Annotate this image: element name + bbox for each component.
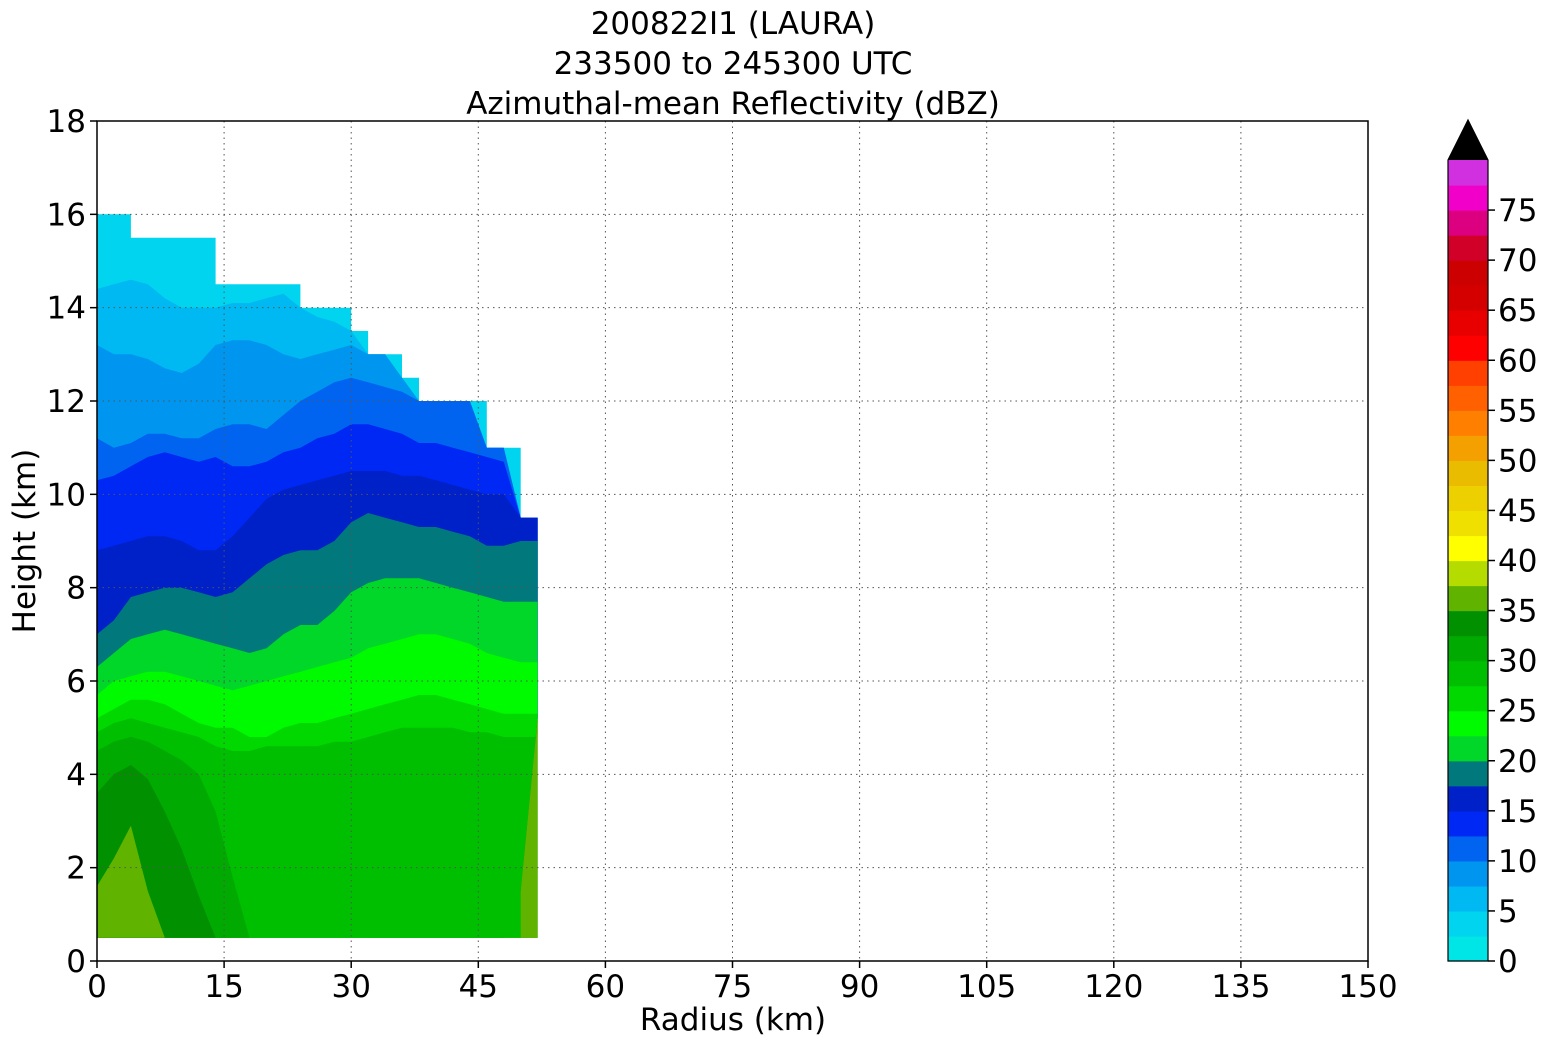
- y-tick-label: 10: [47, 477, 86, 513]
- x-axis-label: Radius (km): [640, 1002, 826, 1038]
- colorbar-swatch: [1448, 735, 1488, 762]
- colorbar-swatch: [1448, 685, 1488, 712]
- x-tick-label: 150: [1338, 969, 1397, 1005]
- colorbar-extend-max: [1448, 120, 1488, 160]
- x-tick-label: 45: [459, 969, 498, 1005]
- colorbar-tick-label: 15: [1498, 794, 1537, 830]
- x-tick-label: 15: [204, 969, 243, 1005]
- colorbar-swatch: [1448, 435, 1488, 461]
- colorbar-swatch: [1448, 310, 1488, 336]
- colorbar-tick-label: 25: [1498, 694, 1537, 730]
- colorbar-tick-label: 5: [1498, 894, 1518, 930]
- x-tick-label: 30: [331, 969, 370, 1005]
- colorbar-swatch: [1448, 810, 1488, 837]
- colorbar-tick-label: 35: [1498, 594, 1537, 630]
- colorbar-swatch: [1448, 885, 1488, 912]
- colorbar-tick-label: 75: [1498, 193, 1537, 229]
- colorbar-tick-label: 30: [1498, 644, 1537, 680]
- colorbar: 0 5 10 15 20 25 30 35 40 45 50 55 60 65 70 75: [1447, 118, 1537, 980]
- y-axis-ticks: 0 2 4 6 8 10 12 14 16 18: [47, 104, 97, 980]
- colorbar-swatch: [1448, 360, 1488, 386]
- reflectivity-contour-fills: [97, 214, 538, 938]
- x-tick-label: 120: [1084, 969, 1143, 1005]
- x-tick-label: 90: [840, 969, 879, 1005]
- colorbar-swatch: [1448, 235, 1488, 261]
- colorbar-swatch: [1448, 610, 1488, 637]
- colorbar-swatch: [1448, 185, 1488, 211]
- colorbar-swatch: [1448, 385, 1488, 411]
- x-tick-label: 135: [1211, 969, 1270, 1005]
- colorbar-tick-label: 55: [1498, 393, 1537, 429]
- title-line-2: 233500 to 245300 UTC: [554, 46, 913, 82]
- y-tick-label: 0: [66, 944, 86, 980]
- core-band-35-dbz: [97, 825, 233, 938]
- colorbar-swatch: [1448, 935, 1488, 962]
- colorbar-swatch: [1448, 210, 1488, 236]
- y-tick-label: 4: [66, 757, 86, 793]
- y-tick-label: 14: [47, 291, 86, 327]
- title-line-3: Azimuthal-mean Reflectivity (dBZ): [466, 86, 1000, 122]
- colorbar-tick-label: 60: [1498, 343, 1537, 379]
- colorbar-swatch: [1448, 910, 1488, 937]
- x-tick-label: 75: [713, 969, 752, 1005]
- outer-band-27_5-dbz-region: [368, 732, 521, 938]
- colorbar-swatch: [1448, 660, 1488, 687]
- y-tick-label: 12: [47, 384, 86, 420]
- chart-title: 200822I1 (LAURA) 233500 to 245300 UTC Az…: [466, 6, 1000, 122]
- colorbar-swatch: [1448, 585, 1488, 612]
- colorbar-tick-label: 70: [1498, 243, 1537, 279]
- colorbar-tick-label: 65: [1498, 293, 1537, 329]
- x-tick-label: 105: [957, 969, 1016, 1005]
- y-tick-label: 18: [47, 104, 86, 140]
- colorbar-swatch: [1448, 260, 1488, 286]
- y-tick-label: 8: [66, 571, 86, 607]
- x-tick-label: 60: [586, 969, 625, 1005]
- colorbar-tick-label: 45: [1498, 493, 1537, 529]
- colorbar-swatch: [1448, 485, 1488, 512]
- colorbar-swatch: [1448, 635, 1488, 662]
- colorbar-swatch: [1448, 335, 1488, 361]
- colorbar-swatch: [1448, 560, 1488, 587]
- colorbar-swatch: [1448, 785, 1488, 812]
- colorbar-swatch: [1448, 710, 1488, 737]
- colorbar-tick-label: 50: [1498, 443, 1537, 479]
- colorbar-swatch: [1448, 510, 1488, 537]
- y-tick-label: 6: [66, 664, 86, 700]
- colorbar-swatch: [1448, 760, 1488, 787]
- colorbar-swatch: [1448, 460, 1488, 487]
- y-tick-label: 2: [66, 851, 86, 887]
- colorbar-tick-label: 40: [1498, 544, 1537, 580]
- y-axis-label: Height (km): [7, 449, 43, 634]
- colorbar-tick-label: 10: [1498, 844, 1537, 880]
- colorbar-swatch: [1448, 860, 1488, 887]
- colorbar-tick-label: 20: [1498, 744, 1537, 780]
- y-tick-label: 16: [47, 197, 86, 233]
- colorbar-tick-label: 0: [1498, 944, 1518, 980]
- colorbar-outline: [1447, 118, 1489, 962]
- grid-lines: [97, 121, 1368, 961]
- colorbar-swatch: [1448, 535, 1488, 562]
- title-line-1: 200822I1 (LAURA): [591, 6, 876, 42]
- colorbar-swatch: [1448, 285, 1488, 311]
- x-tick-label: 0: [87, 969, 107, 1005]
- colorbar-swatch: [1448, 835, 1488, 862]
- colorbar-swatch: [1448, 160, 1488, 186]
- colorbar-swatch: [1448, 410, 1488, 436]
- x-axis-ticks: 0 15 30 45 60 75 90 105 120 135 150: [87, 961, 1398, 1005]
